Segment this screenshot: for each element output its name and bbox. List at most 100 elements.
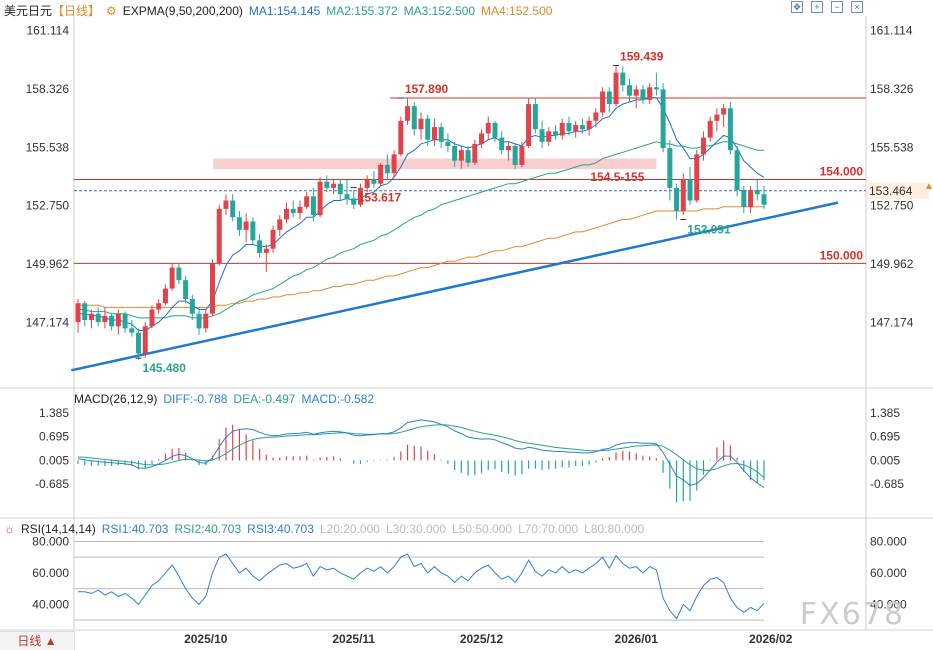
date-tick: 2026/02 (749, 632, 793, 646)
zoom-in-icon[interactable]: + (811, 1, 823, 13)
candle-body (653, 87, 659, 90)
candle-body (566, 122, 572, 132)
price-axis: 161.114 161.114 158.326 158.326 155.538 155.5… (26, 23, 933, 329)
candle-body (593, 112, 599, 121)
zoom-out-icon[interactable]: − (831, 1, 843, 13)
rsi-l50: L50:50.000 (452, 522, 513, 536)
rsi-panel: 80.000 80.000 60.000 60.000 40.000 40.000 (32, 534, 907, 621)
candle-body (680, 179, 686, 211)
candle-body (210, 263, 216, 314)
candle-body (82, 303, 88, 321)
candle-body (405, 106, 411, 121)
horizontal-levels (74, 97, 866, 264)
rsi-l30: L30:30.000 (385, 522, 446, 536)
chart-toolbar: ✥ + − × (791, 1, 863, 13)
candle-body (734, 150, 740, 191)
macd-tick-right: 0.695 (870, 430, 900, 444)
candle-body (317, 181, 323, 216)
candle-body (344, 194, 350, 199)
macd-panel: 1.385 1.385 0.695 0.695 0.005 0.005 -0.685 -0.6… (35, 406, 904, 503)
candle-body (109, 315, 115, 327)
candlesticks (75, 66, 767, 360)
candle-body (492, 122, 498, 138)
candle-body (505, 145, 511, 151)
price-tick-right: 147.174 (870, 316, 914, 330)
candle-body (573, 125, 579, 132)
candle-body (647, 87, 653, 100)
macd-diff: DIFF:-0.788 (163, 392, 228, 406)
candle-body (714, 114, 720, 121)
period-switch-button[interactable]: 日线 ▲ (0, 631, 75, 650)
candle-body (613, 72, 619, 105)
candle-body (169, 267, 175, 289)
candle-body (472, 143, 478, 163)
candle-body (398, 120, 404, 155)
rsi-tick-left: 40.000 (32, 597, 69, 611)
price-tick-left: 152.750 (26, 199, 70, 213)
candle-body (727, 108, 733, 151)
price-tick-right: 152.750 (870, 199, 914, 213)
price-tick-right: 155.538 (870, 140, 914, 154)
price-tick-left: 158.326 (26, 82, 70, 96)
candle-body (741, 190, 747, 207)
watermark: FX678 (799, 597, 905, 632)
macd-diff-line (77, 419, 765, 489)
rsi-tick-left: 60.000 (32, 566, 69, 580)
candle-body (485, 122, 491, 134)
candle-body (600, 91, 606, 113)
candle-body (243, 221, 249, 230)
candle-body (761, 194, 767, 205)
candle-body (694, 154, 700, 201)
candle-body (452, 145, 458, 161)
macd-tick-left: 0.695 (39, 430, 69, 444)
sun-icon[interactable]: ☼ (4, 522, 15, 536)
candle-body (606, 91, 612, 105)
candle-body (95, 313, 101, 323)
candle-body (559, 122, 565, 136)
rsi-l80: L80:80.000 (584, 522, 645, 536)
last-price-arrow: ▲ (924, 181, 933, 192)
rsi-tick-right: 80.000 (870, 534, 907, 548)
macd-tick-right: 1.385 (870, 406, 900, 420)
rsi-l70: L70:70.000 (518, 522, 579, 536)
candle-body (351, 198, 357, 205)
settings-icon[interactable]: ⚙ (106, 4, 117, 18)
rsi-tick-right: 40.000 (870, 597, 907, 611)
crosshair-icon[interactable]: ✥ (791, 1, 803, 13)
candle-body (277, 219, 283, 230)
date-tick: 2025/12 (460, 632, 504, 646)
candle-body (512, 145, 518, 165)
macd-dea: DEA:-0.497 (233, 392, 296, 406)
period-label[interactable]: 【日线】 (52, 4, 101, 18)
candle-body (250, 221, 256, 241)
price-annotation: 145.480 (143, 361, 187, 375)
price-tick-left: 155.538 (26, 140, 70, 154)
ma4-value: MA4:152.500 (481, 4, 553, 18)
candle-body (283, 208, 289, 220)
candle-body (270, 229, 276, 249)
candle-body (156, 303, 162, 310)
rsi-legend: ☼ RSI(14,14,14) RSI1:40.703 RSI2:40.703 RSI3… (4, 522, 650, 536)
candle-body (122, 313, 128, 329)
resistance-zone (213, 158, 657, 170)
trendline (71, 201, 839, 372)
price-annotation: 153.617 (358, 191, 402, 205)
candle-body (129, 328, 135, 333)
zone-label: 154.5-155 (590, 170, 644, 184)
candle-body (102, 315, 108, 323)
rsi-tick-right: 60.000 (870, 566, 907, 580)
chart-frame (0, 16, 933, 631)
close-icon[interactable]: × (851, 1, 863, 13)
candle-body (458, 150, 464, 161)
candle-body (378, 164, 384, 184)
candle-body (674, 187, 680, 211)
date-tick: 2025/11 (332, 632, 375, 646)
macd-tick-right: -0.685 (870, 477, 904, 491)
candle-body (223, 200, 229, 209)
ma2-value: MA2:155.372 (326, 4, 398, 18)
price-annotations: 154.5-155 154.000 150.000 159.439 157.890 153… (135, 49, 863, 375)
candle-body (297, 206, 303, 214)
candle-body (526, 104, 532, 146)
candle-body (721, 108, 727, 115)
